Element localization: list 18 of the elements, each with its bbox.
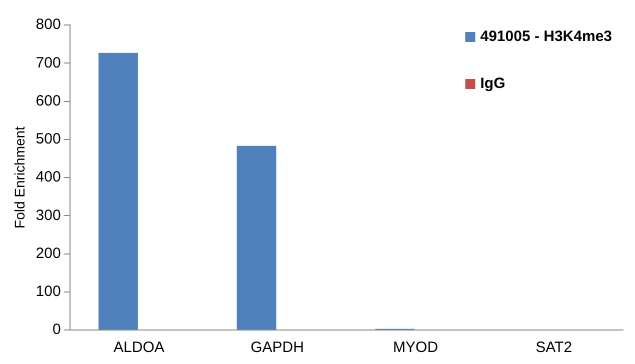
y-tick-label: 400 xyxy=(36,168,61,186)
x-tick-label: ALDOA xyxy=(114,339,164,356)
bar xyxy=(236,146,276,330)
y-tick-label: 300 xyxy=(36,206,61,224)
x-tick-label: GAPDH xyxy=(250,339,304,356)
y-tick-label: 0 xyxy=(52,321,61,338)
legend-label: 491005 - H3K4me3 xyxy=(480,28,612,46)
y-tick-label: 600 xyxy=(36,92,61,110)
y-tick-label: 100 xyxy=(36,283,61,300)
y-tick-label: 500 xyxy=(36,130,61,148)
x-tick-label: SAT2 xyxy=(536,339,572,356)
y-tick-label: 800 xyxy=(36,16,61,34)
y-tick-label: 700 xyxy=(36,54,61,72)
x-tick-label: MYOD xyxy=(393,339,438,356)
y-tick-label: 200 xyxy=(36,244,61,262)
bar xyxy=(98,52,138,330)
y-axis-title: Fold Enrichment xyxy=(11,126,28,228)
legend-label: IgG xyxy=(480,75,506,92)
